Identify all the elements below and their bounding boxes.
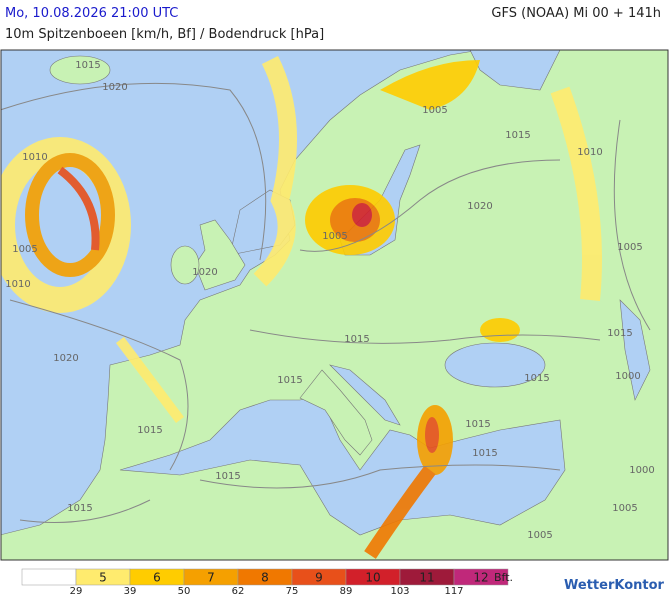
isobar-label: 1010 <box>22 152 47 163</box>
brand: WetterKontor <box>564 578 665 593</box>
isobar-label: 1005 <box>422 105 447 116</box>
isobar-label: 1000 <box>615 371 640 382</box>
map-frame <box>0 49 669 561</box>
legend-bft: 12 <box>473 571 488 585</box>
ireland <box>170 245 200 285</box>
legend-kmh: 39 <box>124 586 137 597</box>
isobar-label: 1005 <box>12 244 37 255</box>
isobar <box>1 82 267 261</box>
mediterranean <box>119 394 566 536</box>
isobar-label: 1015 <box>344 334 369 345</box>
legend-bft: 5 <box>99 571 107 585</box>
isobar <box>199 464 561 489</box>
legend-swatch <box>453 568 509 586</box>
caspian <box>619 299 651 401</box>
isobar-label: 1020 <box>467 201 492 212</box>
subtitle: 10m Spitzenboeen [km/h, Bf] / Bodendruck… <box>5 27 325 42</box>
legend-kmh: 103 <box>390 586 409 597</box>
adriatic <box>329 364 401 426</box>
gust-area <box>57 166 100 251</box>
gust-area <box>25 153 115 277</box>
isobar-label: 1020 <box>102 82 127 93</box>
gust-area <box>380 60 480 110</box>
legend-bft: 7 <box>207 571 215 585</box>
isobar-label: 1015 <box>472 448 497 459</box>
isobar-label: 1005 <box>612 503 637 514</box>
legend-kmh: 62 <box>232 586 245 597</box>
isobar-label: 1020 <box>192 267 217 278</box>
isobar <box>9 299 189 471</box>
isobar-label: 1005 <box>322 231 347 242</box>
isobar <box>299 159 561 252</box>
legend-kmh: 89 <box>340 586 353 597</box>
gust-area <box>253 55 297 287</box>
isobar-label: 1015 <box>465 419 490 430</box>
isobar-label: 1015 <box>277 375 302 386</box>
legend-swatch <box>21 568 77 586</box>
isobar-label: 1020 <box>53 353 78 364</box>
white-sea <box>469 50 561 91</box>
isobar-label: 1015 <box>505 130 530 141</box>
isobar-label: 1015 <box>137 425 162 436</box>
isobar-label: 1015 <box>75 60 100 71</box>
italy <box>299 369 373 456</box>
isobar-label: 1010 <box>5 279 30 290</box>
legend-kmh: 29 <box>70 586 83 597</box>
isobar-label: 1005 <box>527 530 552 541</box>
legend-kmh: 117 <box>444 586 463 597</box>
black-sea <box>444 342 546 388</box>
isobar-label: 1015 <box>215 471 240 482</box>
legend-kmh: 50 <box>178 586 191 597</box>
gust-area <box>425 417 439 453</box>
gust-area <box>1 137 131 313</box>
isobar <box>613 119 651 331</box>
gust-area <box>364 465 436 559</box>
isobar <box>19 499 151 523</box>
legend: 5 6 7 8 9 10 11 12 Bft.29 39 50 62 75 89 103 117 <box>21 568 513 597</box>
isobar-label: 1015 <box>67 503 92 514</box>
isobar-labels: 1015102010101005101010201020101510151015… <box>5 60 654 541</box>
gust-area <box>550 86 602 301</box>
gust-areas <box>1 55 602 559</box>
isobar-label: 1005 <box>617 242 642 253</box>
isobar <box>249 329 601 344</box>
legend-unit: Bft. <box>494 571 513 584</box>
model-run: GFS (NOAA) Mi 00 + 141h <box>491 6 661 21</box>
legend-bft: 9 <box>315 571 323 585</box>
map-body: 1015102010101005101010201020101510151015… <box>1 50 668 560</box>
gust-area <box>115 337 184 424</box>
isobar-label: 1015 <box>607 328 632 339</box>
gust-area <box>352 203 372 227</box>
isobar-label: 1010 <box>577 147 602 158</box>
legend-bft: 6 <box>153 571 161 585</box>
isobar-label: 1000 <box>629 465 654 476</box>
legend-kmh: 75 <box>286 586 299 597</box>
isobars <box>1 82 651 523</box>
legend-bft: 10 <box>365 571 380 585</box>
gust-area <box>480 318 520 342</box>
iceland <box>49 55 111 85</box>
timestamp: Mo, 10.08.2026 21:00 UTC <box>5 6 179 21</box>
legend-bft: 8 <box>261 571 269 585</box>
isobar-label: 1015 <box>524 373 549 384</box>
legend-bft: 11 <box>419 571 434 585</box>
